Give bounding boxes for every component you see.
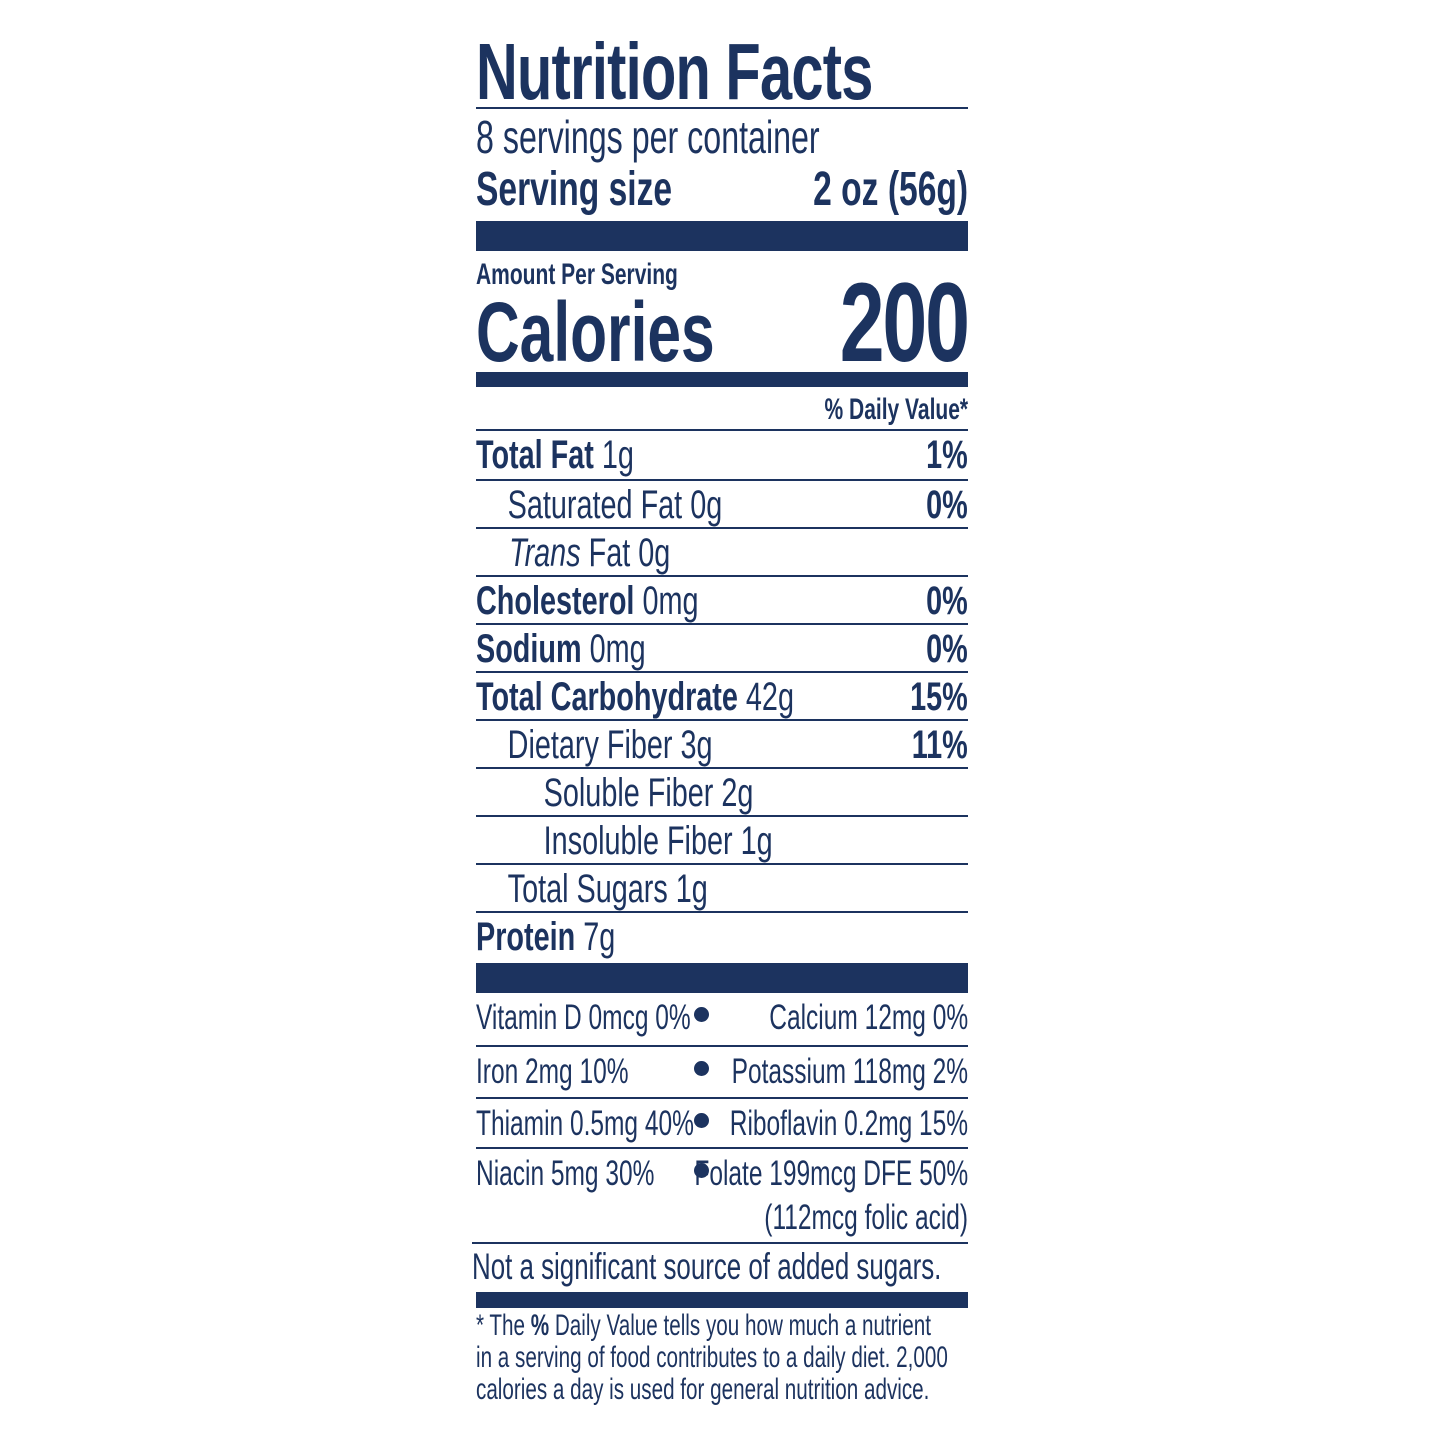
nutrient-name: Cholesterol <box>476 579 635 623</box>
medium-divider <box>476 372 968 387</box>
nutrient-row-cholesterol: Cholesterol 0mg 0% <box>476 575 968 623</box>
nutrient-row-protein: Protein 7g <box>476 911 968 963</box>
nutrient-name: Soluble Fiber <box>543 771 714 815</box>
vitamin-left: Thiamin 0.5mg 40% <box>476 1104 694 1143</box>
amount-per-serving: Amount Per Serving <box>476 258 678 291</box>
nutrient-amount: 3g <box>680 723 713 767</box>
vitamin-row: Iron 2mg 10% Potassium 118mg 2% <box>476 1045 968 1097</box>
vitamin-row: Vitamin D 0mcg 0% Calcium 12mg 0% <box>476 993 968 1045</box>
nutrient-row-dietary-fiber: Dietary Fiber 3g 11% <box>476 719 968 767</box>
vitamin-right-note: (112mcg folic acid) <box>764 1198 969 1237</box>
nutrient-name: Total Fat <box>476 433 594 477</box>
vitamin-right: Folate 199mcg DFE 50% <box>694 1154 969 1193</box>
nutrient-amount: 0mg <box>589 627 646 671</box>
bullet-icon <box>694 1163 709 1178</box>
nutrient-dv: 0% <box>926 483 968 527</box>
nutrient-amount: 1g <box>740 819 773 863</box>
footnote-pct: % <box>530 1309 550 1342</box>
servings-per-container: 8 servings per container <box>476 111 820 163</box>
label-title: Nutrition Facts <box>476 32 968 112</box>
nutrient-amount: 1g <box>675 867 708 911</box>
nutrient-amount: 2g <box>721 771 754 815</box>
nutrient-name: Saturated Fat <box>507 483 683 527</box>
daily-value-header-row: % Daily Value* <box>476 392 969 428</box>
nutrient-name: Dietary Fiber <box>507 723 673 767</box>
vitamin-right: Riboflavin 0.2mg 15% <box>729 1104 969 1143</box>
vitamin-left: Vitamin D 0mcg 0% <box>476 998 691 1037</box>
nutrient-row-sodium: Sodium 0mg 0% <box>476 623 968 671</box>
nutrient-dv: 1% <box>926 433 968 477</box>
nutrient-row-total-fat: Total Fat 1g 1% <box>476 429 968 477</box>
nutrient-name: Total Carbohydrate <box>476 675 738 719</box>
nutrient-amount: 1g <box>601 433 634 477</box>
calories-label: Calories <box>476 285 715 379</box>
nutrient-dv: 0% <box>926 579 968 623</box>
calories-value: 200 <box>839 260 970 385</box>
servings-block: 8 servings per container <box>476 112 968 162</box>
vitamin-left: Niacin 5mg 30% <box>476 1154 655 1193</box>
nutrient-dv: 11% <box>911 723 968 767</box>
added-sugars-note: Not a significant source of added sugars… <box>472 1246 942 1287</box>
serving-size-value: 2 oz (56g) <box>813 163 969 216</box>
nutrient-amount: 0g <box>690 483 723 527</box>
nutrient-name: Trans <box>509 531 581 575</box>
nutrient-amount: 42g <box>745 675 794 719</box>
added-sugars-row: Not a significant source of added sugars… <box>472 1242 968 1292</box>
footnote-text: calories a day is used for general nutri… <box>476 1373 930 1406</box>
serving-size-row: Serving size 2 oz (56g) <box>476 164 968 216</box>
vitamin-right: Potassium 118mg 2% <box>731 1052 969 1091</box>
nutrient-dv: 0% <box>926 627 968 671</box>
footnote-text: * The <box>476 1309 531 1342</box>
thick-divider <box>476 221 968 251</box>
nutrient-name: Protein <box>476 915 576 959</box>
nutrient-row-soluble-fiber: Soluble Fiber 2g <box>476 767 968 815</box>
thick-divider <box>476 963 968 993</box>
nutrient-row-insoluble-fiber: Insoluble Fiber 1g <box>476 815 968 863</box>
bullet-icon <box>694 1007 709 1022</box>
nutrient-name: Total Sugars <box>507 867 668 911</box>
divider <box>476 107 968 109</box>
nutrient-amount: Fat 0g <box>588 531 671 575</box>
nutrient-dv: 15% <box>910 675 968 719</box>
amount-per-serving-block: Amount Per Serving <box>476 258 968 292</box>
footnote-text: Daily Value tells you how much a nutrien… <box>549 1309 931 1342</box>
footnote: * The % Daily Value tells you how much a… <box>476 1310 968 1406</box>
daily-value-header: % Daily Value* <box>824 393 969 426</box>
footnote-text: in a serving of food contributes to a da… <box>476 1341 948 1374</box>
nutrient-name: Sodium <box>476 627 582 671</box>
nutrient-row-saturated-fat: Saturated Fat 0g 0% <box>476 479 968 527</box>
medium-divider <box>476 1292 968 1308</box>
nutrient-amount: 0mg <box>642 579 699 623</box>
bullet-icon <box>694 1061 709 1076</box>
calories-row: Calories 200 <box>476 260 970 385</box>
nutrient-row-total-sugars: Total Sugars 1g <box>476 863 968 911</box>
vitamin-right: Calcium 12mg 0% <box>769 998 969 1037</box>
serving-size-label: Serving size <box>476 163 673 216</box>
nutrient-amount: 7g <box>583 915 616 959</box>
vitamin-left: Iron 2mg 10% <box>476 1052 629 1091</box>
vitamin-row: Niacin 5mg 30% Folate 199mcg DFE 50% (112m… <box>476 1147 968 1243</box>
nutrient-row-trans-fat: Trans Fat 0g <box>476 527 968 575</box>
vitamin-row: Thiamin 0.5mg 40% Riboflavin 0.2mg 15% <box>476 1097 968 1147</box>
bullet-icon <box>694 1113 709 1128</box>
nutrient-name: Insoluble Fiber <box>543 819 733 863</box>
title: Nutrition Facts <box>476 27 873 116</box>
nutrient-row-total-carbohydrate: Total Carbohydrate 42g 15% <box>476 671 968 719</box>
